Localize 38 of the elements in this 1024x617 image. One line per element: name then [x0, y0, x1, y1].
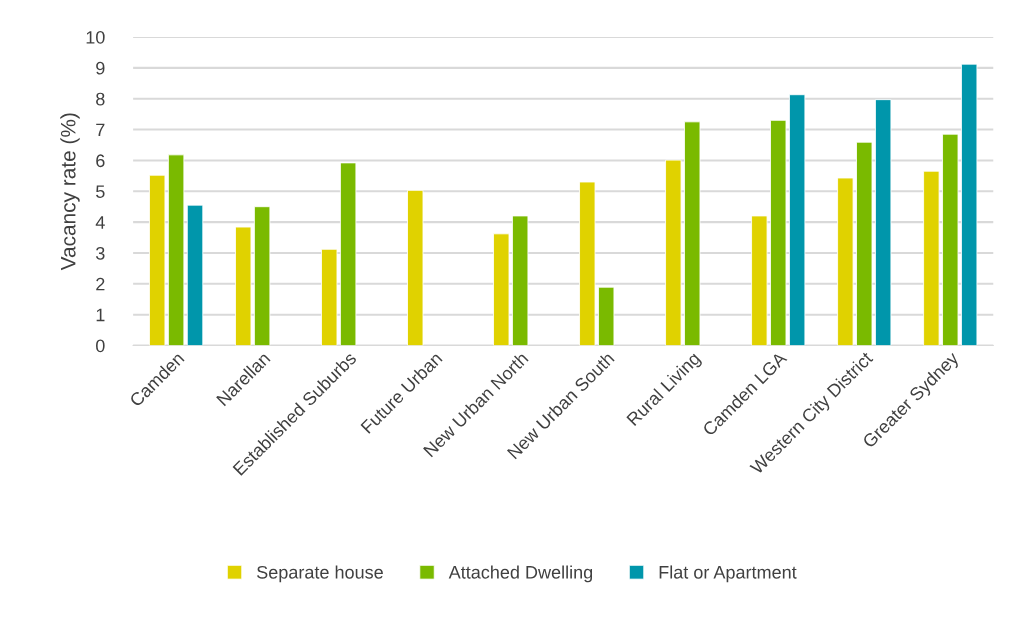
bar: [598, 286, 615, 346]
bar: [340, 162, 357, 346]
bar: [875, 99, 892, 346]
y-tick-label: 8: [96, 92, 105, 106]
y-tick-label: 3: [95, 246, 105, 260]
bar: [493, 233, 510, 346]
legend-label: Separate house: [257, 565, 383, 583]
bar: [751, 215, 768, 346]
y-tick-label: 2: [96, 277, 105, 291]
legend-label: Attached Dwelling: [448, 565, 593, 583]
bar: [167, 154, 185, 346]
bar: [684, 121, 701, 346]
bar: [837, 177, 854, 346]
bar: [149, 174, 166, 346]
bar: [961, 63, 978, 346]
y-axis-title: Vacancy rate (%): [60, 113, 80, 271]
bar: [321, 248, 338, 346]
y-tick-label: 6: [96, 154, 105, 168]
bar: [770, 119, 787, 346]
bar: [407, 189, 424, 346]
bar: [942, 133, 959, 346]
y-tick-label: 1: [96, 308, 105, 322]
y-tick-label: 7: [96, 123, 105, 137]
bar: [186, 204, 204, 346]
bar: [253, 206, 271, 346]
y-tick-label: 5: [96, 185, 105, 198]
y-tick-label: 9: [96, 61, 105, 75]
bar: [579, 181, 596, 346]
y-tick-label: 0: [96, 339, 105, 353]
bar: [665, 159, 682, 346]
bar: [923, 170, 940, 346]
bar: [235, 226, 252, 346]
legend-label: Flat or Apartment: [659, 565, 797, 583]
bar: [789, 94, 806, 346]
bar: [512, 215, 529, 346]
y-tick-label: 4: [95, 216, 105, 229]
bar: [856, 141, 873, 346]
y-tick-label: 10: [86, 30, 105, 44]
